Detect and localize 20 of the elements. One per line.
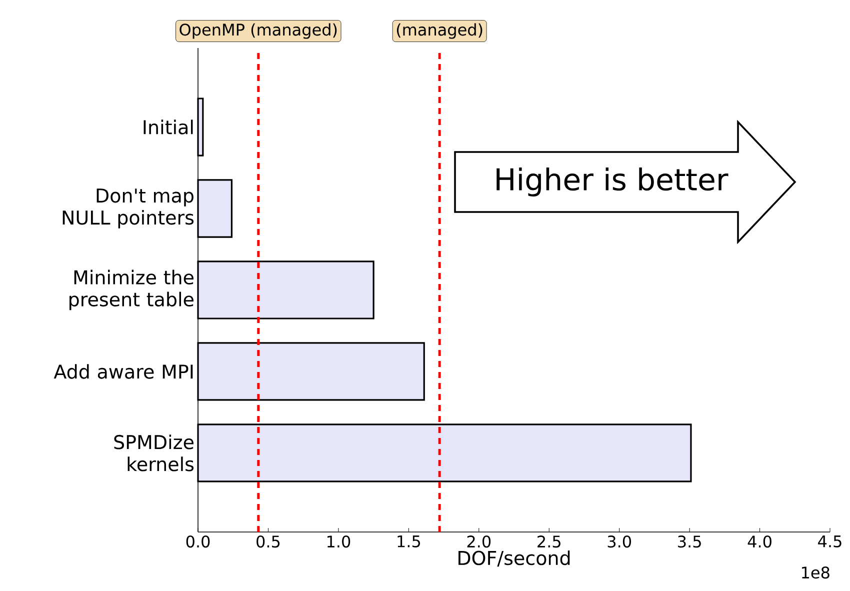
x-tick-label: 4.0 bbox=[748, 536, 772, 548]
x-tick-label: 3.0 bbox=[608, 536, 631, 548]
ref-line-label: OpenMP (managed) bbox=[180, 23, 337, 39]
text: 1e8 bbox=[802, 566, 830, 579]
x-tick-label: 0.0 bbox=[186, 536, 210, 548]
y-tick-label: Don't map NULL pointers bbox=[62, 188, 194, 228]
y-tick-label: Add aware MPI bbox=[54, 364, 193, 379]
x-tick-label: 2.0 bbox=[467, 536, 491, 548]
annotation: Higher is better bbox=[496, 167, 728, 196]
ref-line-label: (managed) bbox=[396, 23, 482, 39]
y-tick-label: SPMDize kernels bbox=[114, 434, 194, 472]
x-axis-title: DOF/second bbox=[458, 550, 570, 567]
x-tick-label: 0.5 bbox=[256, 536, 280, 548]
y-tick-label: Minimize the present table bbox=[70, 270, 194, 310]
x-tick-label: 2.5 bbox=[538, 536, 560, 548]
x-tick-label: 4.5 bbox=[818, 535, 842, 548]
x-tick-label: 1.5 bbox=[398, 535, 420, 548]
x-tick-label: 1.0 bbox=[327, 536, 350, 548]
x-tick-label: 3.5 bbox=[678, 536, 701, 548]
y-tick-label: Initial bbox=[144, 120, 193, 134]
